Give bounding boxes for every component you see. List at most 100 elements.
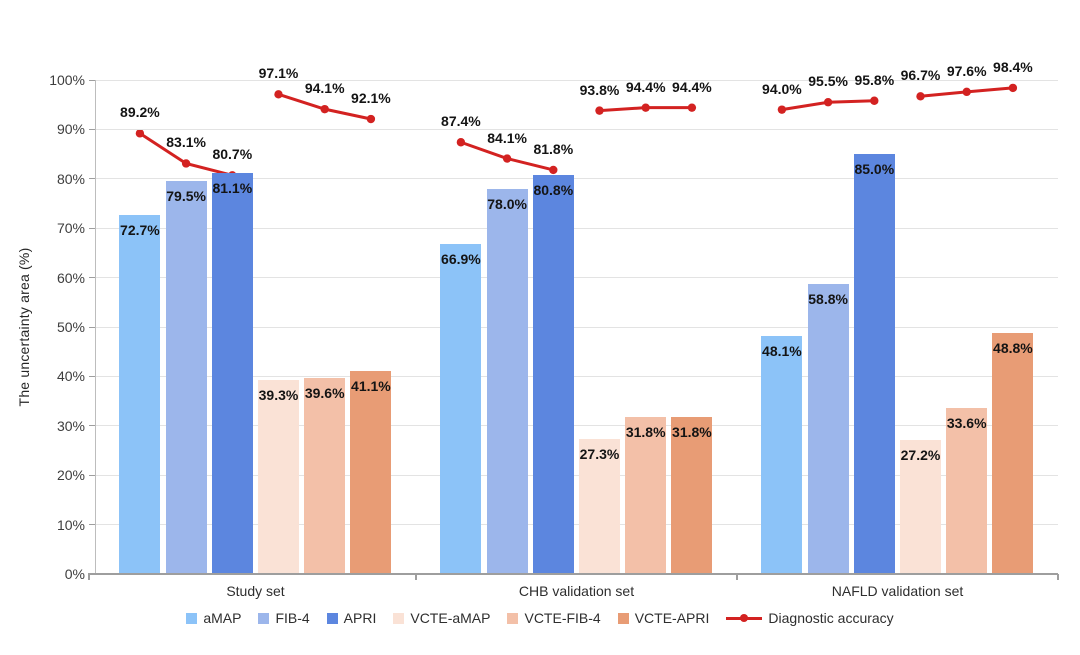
diagnostic-accuracy-marker xyxy=(641,103,650,112)
legend-label: APRI xyxy=(343,610,377,626)
bar-value-label: 33.6% xyxy=(946,415,987,432)
y-tick-label: 40% xyxy=(56,368,85,385)
gridline xyxy=(95,178,1058,180)
accuracy-value-label: 81.8% xyxy=(533,140,574,157)
y-tick-label: 30% xyxy=(56,417,85,434)
bar-value-label: 78.0% xyxy=(487,195,527,212)
bar-fib-4 xyxy=(807,283,849,574)
bar-vcte-amap xyxy=(579,439,620,574)
accuracy-value-label: 94.4% xyxy=(625,78,666,95)
y-tick-label: 80% xyxy=(56,170,85,187)
diagnostic-accuracy-marker xyxy=(135,129,145,138)
y-axis-tick xyxy=(89,326,95,328)
accuracy-value-label: 89.2% xyxy=(120,104,160,121)
legend-label: VCTE-aMAP xyxy=(410,610,491,626)
accuracy-value-label: 96.7% xyxy=(900,67,941,84)
gridline xyxy=(95,474,1058,476)
legend-item-vcte-apri: VCTE-APRI xyxy=(617,610,710,626)
diagnostic-accuracy-marker xyxy=(823,98,833,107)
y-tick-label: 20% xyxy=(56,467,85,484)
accuracy-value-label: 98.4% xyxy=(993,58,1033,75)
bar-vcte-fib-4 xyxy=(304,378,346,574)
accuracy-value-label: 92.1% xyxy=(351,90,391,107)
diagnostic-accuracy-marker xyxy=(320,104,329,114)
bar-value-label: 66.9% xyxy=(441,250,481,267)
accuracy-value-label: 94.1% xyxy=(304,80,345,97)
bar-value-label: 79.5% xyxy=(166,188,206,205)
legend-item-fib-4: FIB-4 xyxy=(258,610,310,626)
accuracy-value-label: 87.4% xyxy=(441,113,481,130)
y-axis-tick xyxy=(89,79,95,81)
y-tick-label: 100% xyxy=(49,72,85,88)
accuracy-value-label: 94.4% xyxy=(672,78,712,95)
diagnostic-accuracy-marker xyxy=(595,106,604,115)
accuracy-value-label: 83.1% xyxy=(166,134,206,151)
bar-amap xyxy=(440,243,482,574)
x-axis-tick xyxy=(88,574,90,580)
y-tick-label: 60% xyxy=(56,269,85,286)
category-label: NAFLD validation set xyxy=(831,583,964,599)
legend: aMAP FIB-4 APRI VCTE-aMAP VCTE-FIB-4 VCTE-APR… xyxy=(0,606,1080,630)
y-axis-tick xyxy=(89,128,95,130)
bar-value-label: 72.7% xyxy=(120,221,160,238)
bar-amap xyxy=(761,336,803,574)
y-tick-label: 90% xyxy=(56,121,85,138)
bar-value-label: 27.3% xyxy=(579,446,620,463)
y-axis-tick xyxy=(89,375,95,377)
gridline xyxy=(95,79,1058,81)
y-tick-label: 50% xyxy=(56,319,85,335)
y-tick-label: 70% xyxy=(56,220,85,237)
diagnostic-accuracy-marker xyxy=(366,114,376,124)
accuracy-value-label: 95.8% xyxy=(854,71,895,88)
bar-value-label: 31.8% xyxy=(625,423,666,440)
accuracy-value-label: 95.5% xyxy=(808,73,848,90)
legend-label: VCTE-APRI xyxy=(634,610,710,626)
diagnostic-accuracy-marker xyxy=(687,103,697,112)
diagnostic-accuracy-marker xyxy=(502,154,512,163)
accuracy-value-label: 93.8% xyxy=(579,81,620,98)
diagnostic-accuracy-marker xyxy=(777,105,787,114)
legend-swatch xyxy=(186,612,198,624)
gridline xyxy=(95,375,1058,377)
bar-vcte-amap xyxy=(900,439,941,574)
x-axis-tick xyxy=(415,574,417,580)
y-tick-label: 10% xyxy=(56,516,85,533)
bar-value-label: 31.8% xyxy=(672,423,712,440)
gridline xyxy=(95,425,1058,427)
bar-vcte-apri xyxy=(350,370,392,574)
legend-swatch xyxy=(507,612,519,624)
bar-value-label: 58.8% xyxy=(808,290,848,307)
x-axis-line xyxy=(88,573,1058,575)
category-label: Study set xyxy=(226,583,285,599)
bar-fib-4 xyxy=(486,188,528,574)
accuracy-value-label: 84.1% xyxy=(487,129,527,146)
bar-value-label: 39.3% xyxy=(258,386,299,403)
accuracy-value-label: 97.6% xyxy=(946,62,987,79)
legend-swatch xyxy=(617,612,629,624)
bar-fib-4 xyxy=(165,181,207,574)
legend-label: Diagnostic accuracy xyxy=(768,610,894,626)
accuracy-value-label: 80.7% xyxy=(212,146,253,163)
diagnostic-accuracy-marker xyxy=(870,96,879,105)
diagnostic-accuracy-marker xyxy=(456,138,466,147)
y-axis-tick xyxy=(89,474,95,476)
bar-value-label: 80.8% xyxy=(533,181,574,198)
gridline xyxy=(95,227,1058,229)
diagnostic-accuracy-marker xyxy=(962,87,971,97)
y-axis-tick xyxy=(89,227,95,229)
legend-item-vcte-amap: VCTE-aMAP xyxy=(393,610,490,626)
y-tick-label: 0% xyxy=(64,566,85,582)
y-axis-tick xyxy=(89,425,95,427)
legend-swatch xyxy=(258,612,270,624)
bar-amap xyxy=(119,214,161,574)
bar-value-label: 41.1% xyxy=(351,377,391,394)
bar-apri xyxy=(211,173,253,574)
y-axis-line xyxy=(95,80,96,574)
bar-apri xyxy=(853,154,895,574)
bar-vcte-apri xyxy=(992,332,1034,574)
y-axis-tick xyxy=(89,524,95,526)
diagnostic-accuracy-marker xyxy=(549,165,558,175)
bar-value-label: 81.1% xyxy=(212,180,253,197)
